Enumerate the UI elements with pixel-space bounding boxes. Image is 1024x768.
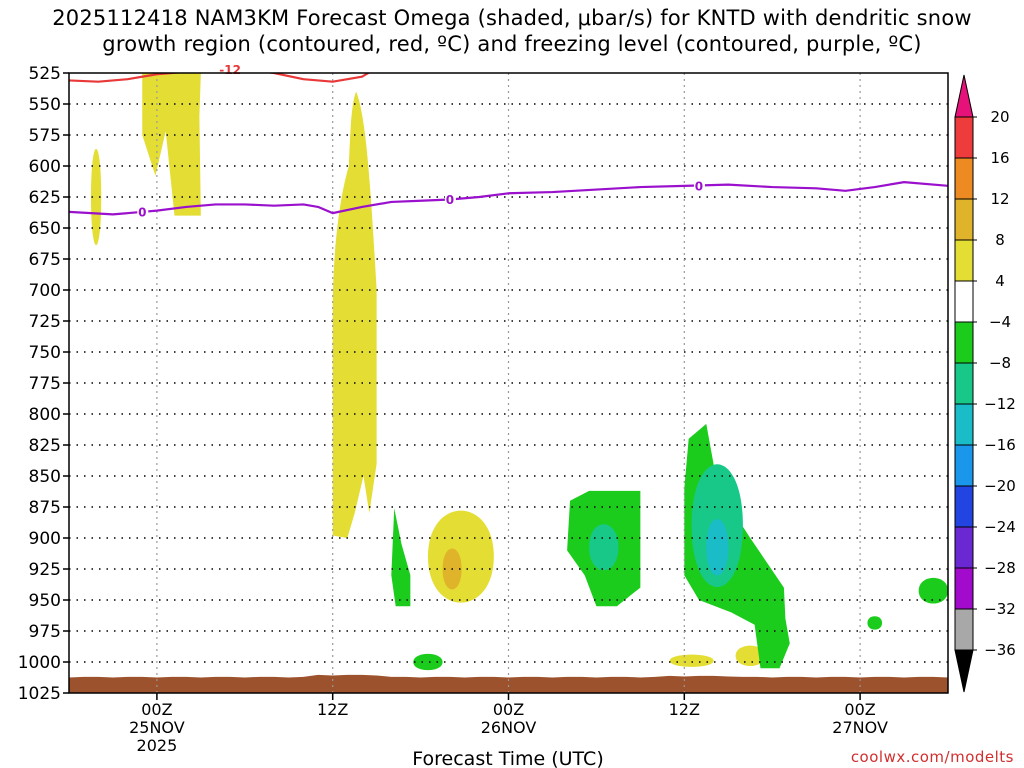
x-tick-label-30-1: 26NOV bbox=[481, 718, 537, 737]
y-tick-label-625: 625 bbox=[29, 188, 61, 208]
colorbar-bin-2 bbox=[954, 198, 974, 241]
plot-border bbox=[68, 72, 949, 694]
plot-frame bbox=[68, 72, 949, 694]
colorbar-label-10: −24 bbox=[984, 518, 1016, 536]
y-tick-label-1000: 1000 bbox=[18, 653, 61, 673]
y-tick-label-800: 800 bbox=[29, 405, 61, 425]
colorbar-label-0: 20 bbox=[990, 108, 1009, 126]
colorbar-label-4: 4 bbox=[995, 272, 1005, 290]
x-axis-title: Forecast Time (UTC) bbox=[412, 748, 603, 768]
colorbar-label-11: −28 bbox=[984, 559, 1016, 577]
colorbar-bin-11 bbox=[954, 567, 974, 610]
y-tick-label-600: 600 bbox=[29, 157, 61, 177]
contour-label-bg-2 bbox=[444, 192, 456, 207]
omega-region-downdraft-d bbox=[413, 653, 443, 671]
colorbar-bin-9 bbox=[954, 485, 974, 528]
colorbar-bin-7 bbox=[954, 403, 974, 446]
omega-colorbar: 20 16 12 8 4 −4 −8 −12 −16 −20 −24 −28 −32 −36 bbox=[954, 74, 1016, 693]
omega-region-downdraft-a bbox=[391, 508, 411, 607]
y-tick-label-650: 650 bbox=[29, 219, 61, 239]
omega-region-updraft-surface-a bbox=[669, 654, 714, 667]
contour-freezing-level bbox=[69, 181, 948, 216]
x-tick-label-6-1: 25NOV bbox=[129, 718, 185, 737]
colorbar-label-1: 16 bbox=[990, 149, 1009, 167]
y-tick-label-700: 700 bbox=[29, 281, 61, 301]
colorbar-label-13: −36 bbox=[984, 641, 1016, 659]
colorbar-bin-8 bbox=[954, 444, 974, 487]
omega-region-updraft-main-column bbox=[332, 91, 377, 538]
omega-shading bbox=[69, 73, 948, 693]
omega-region-downdraft-b-core bbox=[589, 524, 619, 571]
omega-region-downdraft-c-inner bbox=[706, 519, 729, 576]
contour-label-bg-0 bbox=[225, 62, 237, 77]
omega-region-updraft-top-left-a bbox=[142, 73, 201, 216]
colorbar-bin-0 bbox=[954, 116, 974, 159]
contour-label-bg-3 bbox=[693, 178, 705, 193]
colorbar-bin-5 bbox=[954, 321, 974, 364]
x-tick-label-18-0: 12Z bbox=[317, 700, 348, 719]
y-tick-label-925: 925 bbox=[29, 560, 61, 580]
omega-region-updraft-top-left-b bbox=[90, 148, 102, 246]
y-tick-label-950: 950 bbox=[29, 591, 61, 611]
credit-text[interactable]: coolwx.com/modelts bbox=[851, 748, 1014, 766]
colorbar-label-2: 12 bbox=[990, 190, 1009, 208]
x-tick-label-6-2: 2025 bbox=[137, 736, 178, 755]
chart-title-line-2: growth region (contoured, red, ºC) and f… bbox=[102, 32, 922, 56]
colorbar-under-triangle bbox=[954, 649, 974, 693]
pressure-axis: 525 550 575 600 625 650 675 700 725 750 775 800 825 8… bbox=[18, 64, 69, 704]
colorbar-label-6: −8 bbox=[989, 354, 1011, 372]
y-tick-label-900: 900 bbox=[29, 529, 61, 549]
x-tick-label-54-0: 00Z bbox=[844, 700, 875, 719]
colorbar-bin-12 bbox=[954, 608, 974, 651]
colorbar-label-5: −4 bbox=[989, 313, 1011, 331]
colorbar-label-8: −16 bbox=[984, 436, 1016, 454]
contour-label-3: 0 bbox=[695, 179, 703, 193]
x-tick-label-42-0: 12Z bbox=[669, 700, 700, 719]
contour-label-0: -12 bbox=[219, 63, 241, 77]
colorbar-label-7: −12 bbox=[984, 395, 1016, 413]
omega-region-downdraft-f bbox=[867, 616, 883, 630]
colorbar-label-9: −20 bbox=[984, 477, 1016, 495]
colorbar-bin-6 bbox=[954, 362, 974, 405]
colorbar-bin-4 bbox=[954, 280, 974, 323]
terrain-fill bbox=[69, 674, 948, 693]
y-tick-label-1025: 1025 bbox=[18, 684, 61, 704]
y-tick-label-750: 750 bbox=[29, 343, 61, 363]
chart-title-line-1: 2025112418 NAM3KM Forecast Omega (shaded… bbox=[52, 6, 972, 30]
y-tick-label-875: 875 bbox=[29, 498, 61, 518]
x-tick-label-54-1: 27NOV bbox=[832, 718, 888, 737]
colorbar-label-12: −32 bbox=[984, 600, 1016, 618]
colorbar-bin-1 bbox=[954, 157, 974, 200]
colorbar-bin-3 bbox=[954, 239, 974, 282]
contour-label-2: 0 bbox=[446, 193, 454, 207]
y-tick-label-825: 825 bbox=[29, 436, 61, 456]
omega-region-updraft-surface-b bbox=[735, 645, 765, 667]
x-tick-label-30-0: 00Z bbox=[493, 700, 524, 719]
contour-dendritic-snow-growth-region bbox=[69, 73, 371, 83]
y-tick-label-975: 975 bbox=[29, 622, 61, 642]
grid-lines bbox=[69, 73, 948, 693]
colorbar-label-3: 8 bbox=[995, 231, 1005, 249]
x-tick-label-6-0: 00Z bbox=[141, 700, 172, 719]
y-tick-label-850: 850 bbox=[29, 467, 61, 487]
y-tick-label-525: 525 bbox=[29, 64, 61, 84]
y-tick-label-775: 775 bbox=[29, 374, 61, 394]
colorbar-over-triangle bbox=[954, 74, 974, 118]
contour-label-bg-1 bbox=[137, 204, 149, 219]
omega-region-updraft-low-26nov bbox=[427, 510, 494, 603]
y-tick-label-675: 675 bbox=[29, 250, 61, 270]
contour-label-1: 0 bbox=[138, 205, 146, 219]
y-tick-label-550: 550 bbox=[29, 95, 61, 115]
omega-region-downdraft-e bbox=[918, 577, 948, 604]
colorbar-bin-10 bbox=[954, 526, 974, 569]
y-tick-label-725: 725 bbox=[29, 312, 61, 332]
y-tick-label-575: 575 bbox=[29, 126, 61, 146]
